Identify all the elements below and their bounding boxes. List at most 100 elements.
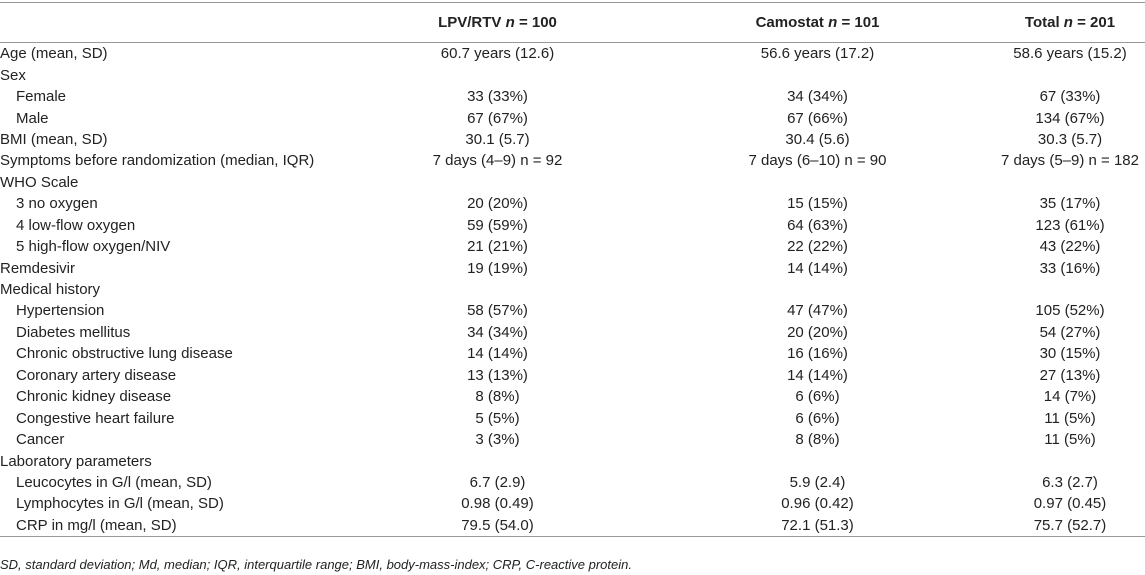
header-cell: LPV/RTV n = 100 <box>355 2 640 43</box>
cell <box>640 450 995 471</box>
cell: 58.6 years (15.2) <box>1013 45 1127 63</box>
cell: 6 (6%) <box>795 388 840 406</box>
n-symbol: n <box>828 14 838 31</box>
cell: 6 (6%) <box>795 409 840 427</box>
column-count: = 201 <box>1077 14 1116 31</box>
cell: 60.7 years (12.6) <box>440 45 555 63</box>
row-label: 3 no oxygen <box>16 195 98 213</box>
cell: 33 (16%) <box>1039 259 1101 277</box>
row: Laboratory parameters <box>0 450 1145 471</box>
sub-row: 4 low-flow oxygen 59 (59%) 64 (63%) 123 (61… <box>0 215 1145 236</box>
header-cell: Total n = 201 <box>995 2 1145 43</box>
row-label: Sex <box>0 66 26 84</box>
sub-row: Leucocytes in G/l (mean, SD) 6.7 (2.9) 5.9… <box>0 472 1145 493</box>
cell <box>355 279 640 300</box>
sub-row: 5 high-flow oxygen/NIV 21 (21%) 22 (22%) 43… <box>0 236 1145 257</box>
row-label: Chronic kidney disease <box>16 388 172 406</box>
sub-row: 3 no oxygen 20 (20%) 15 (15%) 35 (17%) <box>0 193 1145 214</box>
footnote: SD, standard deviation; Md, median; IQR,… <box>0 557 632 572</box>
cell: 47 (47%) <box>787 302 848 320</box>
sub-row: Chronic kidney disease 8 (8%) 6 (6%) 14 (7%… <box>0 386 1145 407</box>
row-label: BMI (mean, SD) <box>0 130 108 148</box>
sub-row: Chronic obstructive lung disease 14 (14%)… <box>0 343 1145 364</box>
cell: 56.6 years (17.2) <box>760 45 875 63</box>
cell: 5 (5%) <box>475 409 520 427</box>
row-label: Chronic obstructive lung disease <box>16 345 233 363</box>
cell <box>995 172 1145 193</box>
row-label: Laboratory parameters <box>0 452 152 470</box>
cell: 43 (22%) <box>1039 238 1101 256</box>
row-label: Hypertension <box>16 302 105 320</box>
header-cell <box>0 2 355 43</box>
cell: 7 days (5–9) n = 182 <box>1000 152 1139 170</box>
cell: 75.7 (52.7) <box>1033 516 1107 534</box>
cell: 14 (7%) <box>1043 388 1097 406</box>
cell: 30.4 (5.6) <box>785 130 850 148</box>
row: BMI (mean, SD) 30.1 (5.7) 30.4 (5.6) 30.3 (… <box>0 129 1145 150</box>
cell: 67 (33%) <box>1039 88 1101 106</box>
cell: 6.7 (2.9) <box>469 473 526 491</box>
sub-row: Cancer 3 (3%) 8 (8%) 11 (5%) <box>0 429 1145 450</box>
cell: 22 (22%) <box>787 238 848 256</box>
cell <box>640 279 995 300</box>
cell: 30 (15%) <box>1039 345 1101 363</box>
row-label: Medical history <box>0 281 101 299</box>
column-name: Total <box>1024 14 1060 31</box>
cell <box>995 64 1145 85</box>
cell: 34 (34%) <box>467 323 528 341</box>
cell: 30.3 (5.7) <box>1037 130 1103 148</box>
cell: 33 (33%) <box>467 88 528 106</box>
n-symbol: n <box>1063 14 1073 31</box>
n-symbol: n <box>505 14 515 31</box>
cell <box>355 172 640 193</box>
cell: 6.3 (2.7) <box>1042 473 1098 491</box>
cell: 15 (15%) <box>787 195 848 213</box>
column-count: = 101 <box>841 14 880 31</box>
sub-row: Female 33 (33%) 34 (34%) 67 (33%) <box>0 86 1145 107</box>
cell: 67 (66%) <box>787 109 848 127</box>
row-label: CRP in mg/l (mean, SD) <box>16 516 177 534</box>
cell: 14 (14%) <box>787 366 848 384</box>
row-label: Female <box>16 88 67 106</box>
row-label: Congestive heart failure <box>16 409 175 427</box>
row-label: Leucocytes in G/l (mean, SD) <box>16 473 212 491</box>
cell: 5.9 (2.4) <box>789 473 846 491</box>
cell: 34 (34%) <box>787 88 848 106</box>
sub-row: Lymphocytes in G/l (mean, SD) 0.98 (0.49)… <box>0 493 1145 514</box>
cell: 8 (8%) <box>795 431 840 449</box>
cell: 19 (19%) <box>467 259 528 277</box>
row-label: 5 high-flow oxygen/NIV <box>16 238 171 256</box>
row-label: Lymphocytes in G/l (mean, SD) <box>16 495 224 513</box>
cell <box>995 279 1145 300</box>
cell: 16 (16%) <box>787 345 848 363</box>
sub-row: Male 67 (67%) 67 (66%) 134 (67%) <box>0 107 1145 128</box>
cell: 20 (20%) <box>787 323 848 341</box>
row: Remdesivir 19 (19%) 14 (14%) 33 (16%) <box>0 257 1145 278</box>
column-count: = 100 <box>518 14 557 31</box>
cell: 134 (67%) <box>1035 109 1105 127</box>
row-label: Remdesivir <box>0 259 76 277</box>
cell <box>355 450 640 471</box>
cell: 58 (57%) <box>467 302 528 320</box>
cell <box>640 172 995 193</box>
cell: 7 days (6–10) n = 90 <box>748 152 887 170</box>
row: Sex <box>0 64 1145 85</box>
row-label: Age (mean, SD) <box>0 45 108 63</box>
header-row: LPV/RTV n = 100 Camostat n = 101 Total n =… <box>0 2 1145 43</box>
cell: 105 (52%) <box>1035 302 1105 320</box>
sub-row: Congestive heart failure 5 (5%) 6 (6%) 11 (… <box>0 407 1145 428</box>
row-label: Diabetes mellitus <box>16 323 131 341</box>
cell: 14 (14%) <box>467 345 528 363</box>
column-name: LPV/RTV <box>438 14 502 31</box>
row-label: Cancer <box>16 431 65 449</box>
cell: 13 (13%) <box>467 366 528 384</box>
cell: 14 (14%) <box>787 259 848 277</box>
row: Medical history <box>0 279 1145 300</box>
cell: 11 (5%) <box>1044 431 1096 449</box>
cell: 54 (27%) <box>1039 323 1101 341</box>
cell: 27 (13%) <box>1039 366 1101 384</box>
cell: 59 (59%) <box>467 216 528 234</box>
cell: 72.1 (51.3) <box>781 516 854 534</box>
row-label: Coronary artery disease <box>16 366 177 384</box>
